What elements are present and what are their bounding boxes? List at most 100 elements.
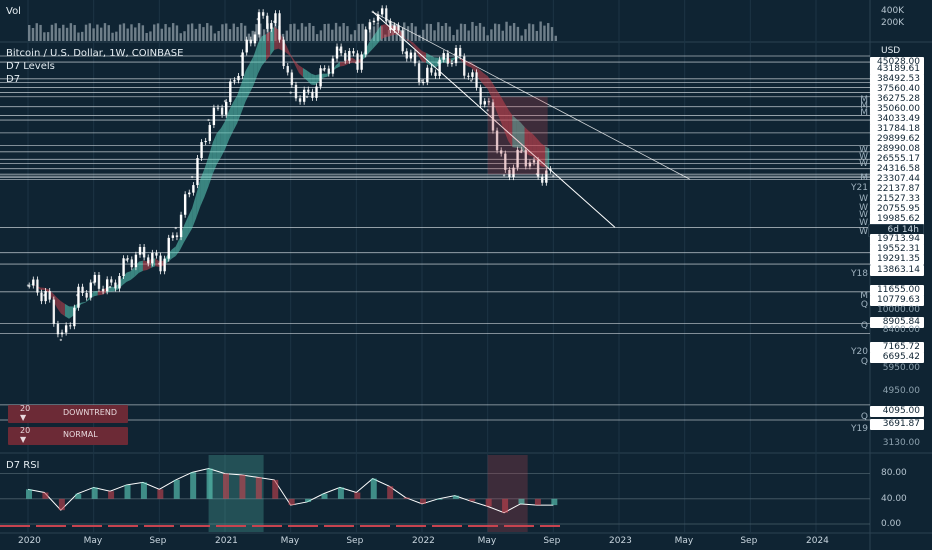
price-tag[interactable]: 8400.00: [882, 325, 920, 335]
price-tag[interactable]: 19985.62: [870, 214, 924, 225]
indicator-d7[interactable]: D7: [6, 74, 21, 85]
price-tag[interactable]: 19552.31: [870, 244, 924, 255]
filter-normal[interactable]: 20 ▼ NORMAL: [8, 426, 128, 445]
level-label: W: [859, 194, 868, 204]
price-tag[interactable]: 7165.72: [870, 342, 924, 353]
volume-bar: [73, 25, 76, 41]
cloud-segment: [499, 94, 505, 131]
price-tag[interactable]: 38492.53: [870, 74, 924, 85]
price-tag[interactable]: 5950.00: [882, 363, 920, 373]
cloud-segment: [196, 179, 201, 218]
candle-body: [241, 52, 244, 76]
price-tag[interactable]: 34033.49: [870, 114, 924, 125]
cloud-segment: [220, 121, 225, 158]
cloud-segment: [188, 208, 193, 236]
cloud-segment: [302, 67, 308, 81]
volume-bar: [531, 24, 535, 41]
cloud-segment: [81, 302, 86, 305]
cloud-segment: [130, 266, 135, 281]
currency-label[interactable]: USD: [881, 46, 901, 56]
price-tag[interactable]: 4950.00: [882, 386, 920, 396]
price-tag[interactable]: 31784.18: [870, 124, 924, 135]
candle-body: [545, 170, 548, 183]
candle-body: [77, 286, 80, 308]
price-tag[interactable]: 11655.00: [870, 285, 924, 296]
time-axis-label: Sep: [149, 536, 167, 546]
candle-body: [520, 149, 523, 151]
volume-bar: [444, 23, 448, 41]
cloud-segment: [208, 142, 213, 187]
volume-bar: [512, 23, 516, 41]
volume-bar: [315, 34, 319, 41]
candle-body: [212, 107, 216, 126]
candle-body: [278, 13, 281, 40]
price-tag[interactable]: 20755.95: [870, 204, 924, 215]
price-tag[interactable]: 23307.44: [870, 174, 924, 185]
filter-downtrend[interactable]: 20 ▼ DOWNTREND: [8, 404, 128, 423]
price-tag[interactable]: 26555.17: [870, 154, 924, 165]
candle-body: [134, 254, 138, 268]
volume-bar: [293, 23, 296, 41]
price-tag[interactable]: 8905.84: [870, 317, 924, 328]
cloud-segment: [40, 287, 45, 291]
price-tag[interactable]: 36275.28: [870, 94, 924, 105]
close-point: [190, 175, 194, 179]
filter-label: DOWNTREND: [63, 408, 117, 417]
candle-body: [192, 185, 195, 193]
volume-bar: [554, 35, 557, 41]
price-tag[interactable]: 43189.61: [870, 64, 924, 75]
cloud-segment: [266, 31, 271, 61]
price-tag[interactable]: 29899.62: [870, 134, 924, 145]
price-tag[interactable]: 4095.00: [870, 406, 924, 417]
price-tag[interactable]: 19713.94: [870, 234, 924, 245]
rsi-bar: [173, 479, 180, 499]
close-point: [305, 95, 309, 99]
price-tag[interactable]: 19291.35: [870, 254, 924, 265]
cloud-segment: [286, 45, 291, 57]
price-tag[interactable]: 22137.87: [870, 184, 924, 195]
price-tag[interactable]: 6695.42: [870, 352, 924, 363]
cloud-segment: [200, 168, 205, 207]
volume-bar: [58, 28, 61, 41]
rsi-bar: [337, 487, 344, 499]
volume-bar: [39, 24, 42, 41]
cloud-segment: [229, 102, 234, 140]
price-tag[interactable]: 28990.08: [870, 144, 924, 155]
price-tag[interactable]: 45028.00: [870, 57, 924, 68]
volume-bar: [353, 30, 357, 41]
volume-bar: [308, 23, 311, 41]
volume-bar: [300, 23, 304, 41]
indicator-d7-levels[interactable]: D7 Levels: [6, 61, 55, 72]
volume-bar: [437, 22, 440, 41]
price-tag[interactable]: 24316.58: [870, 164, 924, 175]
price-tag[interactable]: 35060.00: [870, 104, 924, 115]
price-tag[interactable]: 21527.33: [870, 194, 924, 205]
volume-bar: [107, 25, 110, 41]
price-tag[interactable]: 10000.00: [877, 305, 920, 315]
candle-body: [512, 167, 515, 178]
volume-bar: [490, 29, 493, 41]
price-tag[interactable]: 3691.87: [870, 419, 924, 430]
candle-body: [60, 332, 64, 335]
cloud-segment: [192, 193, 197, 229]
cloud-segment: [294, 60, 299, 73]
cloud-segment: [155, 258, 160, 267]
price-tag[interactable]: 13863.14: [870, 265, 924, 276]
volume-bar: [509, 25, 512, 41]
time-axis-label: Sep: [543, 536, 561, 546]
rsi-bar: [140, 482, 147, 499]
cloud-segment: [508, 109, 513, 148]
volume-bar: [327, 23, 330, 41]
rsi-label[interactable]: D7 RSI: [6, 460, 40, 471]
symbol-title[interactable]: Bitcoin / U.S. Dollar, 1W, COINBASE: [6, 48, 184, 59]
close-point: [59, 338, 63, 342]
volume-bar: [493, 23, 497, 41]
price-tag[interactable]: 10779.63: [870, 295, 924, 306]
candle-body: [142, 246, 146, 258]
price-tag[interactable]: 37560.40: [870, 84, 924, 95]
candle-body: [536, 160, 540, 177]
volume-bar: [179, 33, 182, 41]
price-tag[interactable]: 3130.00: [882, 438, 920, 448]
